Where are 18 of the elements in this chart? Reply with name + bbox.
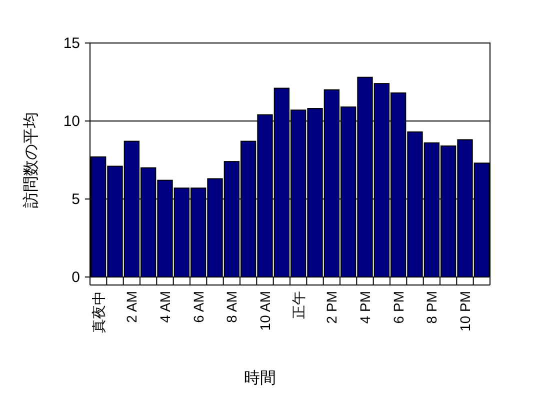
x-tick-label: 4 PM [357,291,373,324]
x-tick-label: 真夜中 [90,291,106,333]
x-tick-label: 4 AM [157,291,173,323]
y-axis-title: 訪問数の平均 [22,112,40,208]
y-tick-label: 5 [72,191,80,208]
x-tick-label: 2 AM [124,291,140,323]
x-tick-label: 正午 [290,291,306,319]
x-tick-label: 8 PM [424,291,440,324]
x-tick-label: 10 PM [457,291,473,332]
x-tick-label: 2 PM [324,291,340,324]
y-tick-label: 15 [63,35,80,52]
x-tick-label: 6 AM [190,291,206,323]
x-axis-title: 時間 [244,369,276,387]
y-tick-label: 10 [63,113,80,130]
y-tick-label: 0 [72,269,80,286]
x-tick-label: 8 AM [224,291,240,323]
x-tick-label: 10 AM [257,291,273,331]
x-tick-label: 6 PM [390,291,406,324]
